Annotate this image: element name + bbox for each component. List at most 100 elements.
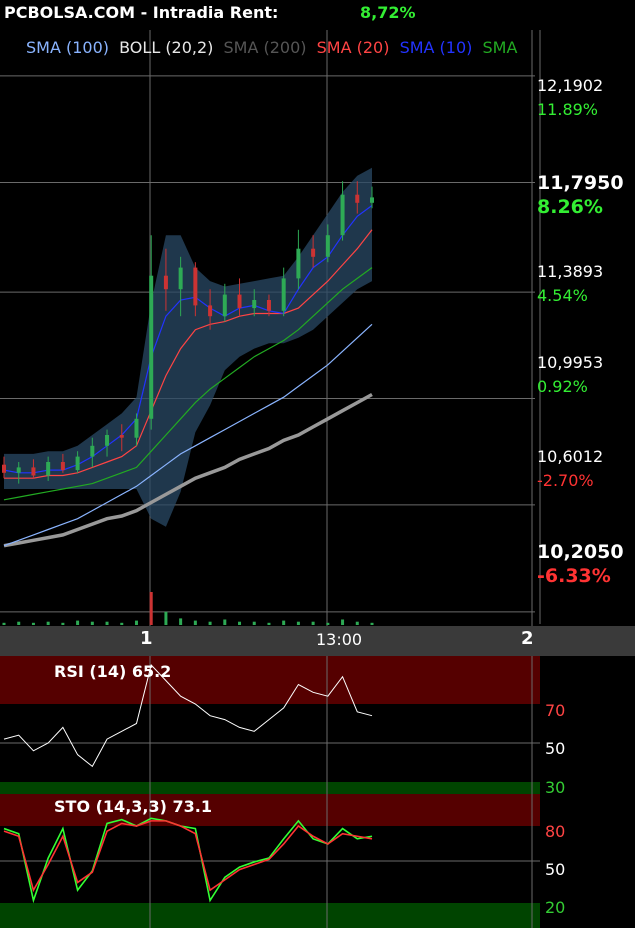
pct-tick-4: -2.70%	[537, 471, 594, 490]
volume-bar-24	[355, 621, 359, 625]
candle-body-7	[105, 435, 110, 446]
time-axis-bar	[0, 626, 635, 656]
candle-body-15	[222, 294, 227, 317]
bollinger-band	[4, 167, 372, 527]
candle-body-17	[252, 300, 257, 309]
time-label-day2: 2	[521, 628, 534, 649]
sto-overbought-band	[0, 794, 540, 826]
candle-body-19	[281, 278, 286, 311]
volume-bar-11	[164, 611, 168, 625]
header-rent-value: 8,72%	[360, 3, 416, 22]
candle-body-21	[311, 248, 316, 257]
indicator-legend: SMA (100) BOLL (20,2) SMA (200) SMA (20)…	[26, 38, 522, 57]
rsi-level-50: 50	[545, 739, 566, 758]
candle-body-24	[355, 194, 360, 203]
volume-bar-16	[238, 621, 242, 625]
candle-body-3	[46, 462, 51, 476]
volume-bar-19	[282, 620, 286, 625]
candle-body-25	[370, 197, 374, 203]
candle-body-18	[266, 300, 271, 311]
volume-bar-25	[370, 622, 374, 625]
sto-oversold-band	[0, 903, 540, 928]
sto-title: STO (14,3,3) 73.1	[54, 797, 212, 816]
volume-bar-12	[179, 618, 183, 625]
time-label-1300: 13:00	[316, 630, 363, 649]
sto-level-20: 20	[545, 898, 566, 917]
header-bar: PCBOLSA.COM - Intradia Rent: 8,72%	[0, 0, 635, 28]
series-line-4	[3, 205, 373, 474]
candle-body-13	[193, 267, 198, 306]
volume-bar-13	[193, 620, 197, 625]
rsi-overbought-band	[0, 656, 540, 704]
candle-body-11	[163, 275, 168, 290]
volume-bar-17	[252, 621, 256, 625]
candle-body-8	[119, 435, 124, 438]
pct-tick-0: 11.89%	[537, 100, 599, 119]
volume-bar-8	[120, 622, 124, 625]
volume-bar-6	[90, 621, 94, 625]
volume-bar-9	[134, 620, 138, 625]
volume-bar-1	[17, 621, 21, 625]
volume-bar-20	[296, 621, 300, 625]
price-tick-4: 10,6012	[537, 447, 604, 466]
sto-level-50: 50	[545, 860, 566, 879]
volume-bar-5	[76, 620, 80, 625]
legend-sma: SMA	[482, 38, 518, 57]
volume-bar-21	[311, 621, 315, 625]
price-tick-1: 11,7950	[537, 172, 624, 194]
sto-k-line	[3, 817, 373, 904]
legend-sma10: SMA (10)	[399, 38, 473, 57]
price-tick-0: 12,1902	[537, 76, 604, 95]
candle-body-10	[149, 275, 154, 419]
candle-body-4	[60, 462, 65, 471]
sto-level-80: 80	[545, 822, 566, 841]
volume-bar-15	[223, 619, 227, 625]
legend-sma200: SMA (200)	[223, 38, 307, 57]
volume-bar-2	[31, 622, 35, 625]
series-line-0	[3, 392, 373, 548]
legend-sma100: SMA (100)	[26, 38, 110, 57]
volume-bar-3	[46, 621, 50, 625]
candle-body-23	[340, 194, 345, 236]
volume-bar-14	[208, 621, 212, 625]
legend-boll: BOLL (20,2)	[119, 38, 214, 57]
sto-d-line	[3, 820, 373, 893]
pct-tick-2: 4.54%	[537, 286, 588, 305]
volume-bar-18	[267, 622, 271, 625]
price-tick-3: 10,9953	[537, 353, 604, 372]
volume-bar-22	[326, 622, 330, 625]
candle-body-5	[75, 456, 80, 471]
pct-tick-1: 8.26%	[537, 196, 603, 218]
candle-body-22	[325, 235, 330, 257]
rsi-level-70: 70	[545, 701, 566, 720]
candle-body-1	[16, 467, 21, 473]
candle-body-20	[296, 248, 301, 279]
pct-tick-5: -6.33%	[537, 565, 611, 587]
rsi-line	[3, 663, 373, 768]
series-line-2	[3, 267, 373, 501]
candle-body-12	[178, 267, 183, 290]
volume-bar-10	[149, 592, 153, 625]
candle-body-16	[237, 294, 242, 309]
candle-body-14	[208, 305, 213, 317]
series-line-1	[3, 323, 373, 547]
volume-bar-7	[105, 621, 109, 625]
candle-body-2	[31, 467, 36, 476]
price-tick-2: 11,3893	[537, 262, 604, 281]
legend-sma20: SMA (20)	[316, 38, 390, 57]
volume-bar-4	[61, 622, 65, 625]
volume-bar-0	[2, 622, 6, 625]
pct-tick-3: 0.92%	[537, 377, 588, 396]
series-line-3	[4, 229, 373, 479]
rsi-title: RSI (14) 65.2	[54, 662, 172, 681]
rsi-oversold-band	[0, 782, 540, 794]
candle-body-9	[134, 418, 139, 438]
header-title: PCBOLSA.COM - Intradia Rent:	[4, 3, 279, 22]
time-label-day1: 1	[140, 628, 153, 649]
volume-bar-23	[341, 619, 345, 625]
candle-body-0	[2, 464, 6, 473]
rsi-level-30: 30	[545, 778, 566, 797]
price-tick-5: 10,2050	[537, 541, 624, 563]
